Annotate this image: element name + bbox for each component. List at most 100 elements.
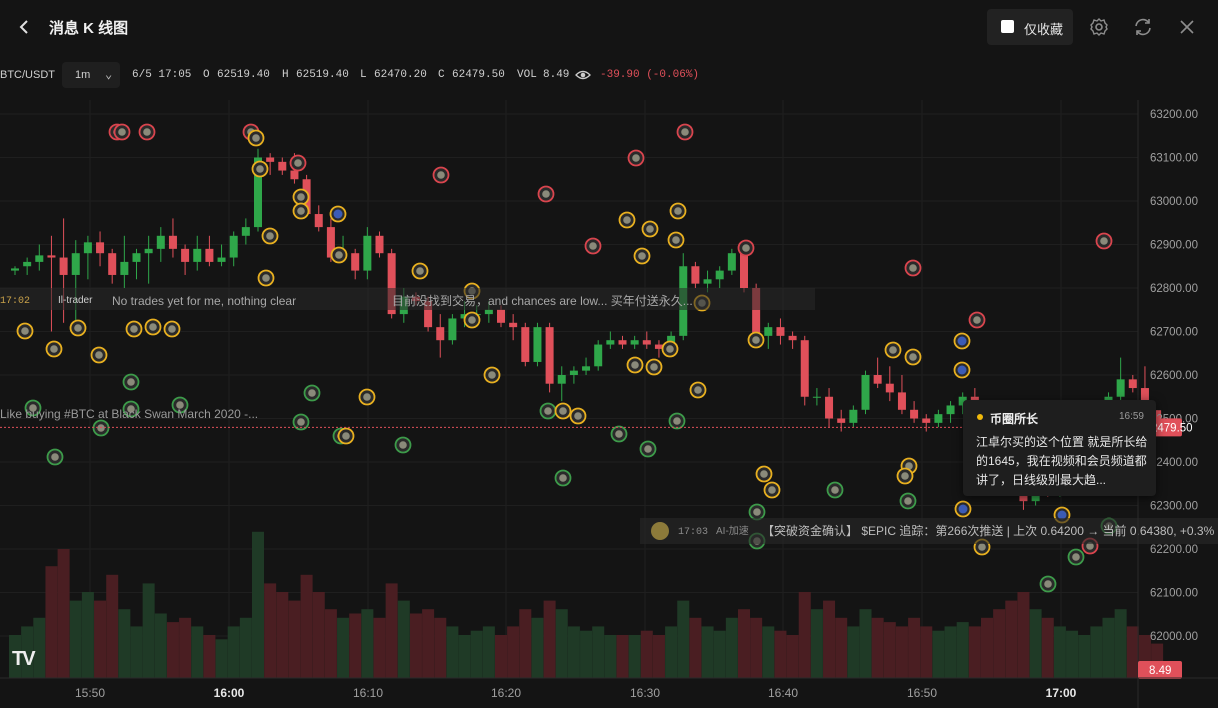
timeframe-select[interactable]: 1m ⌄ xyxy=(62,62,120,88)
candle-body xyxy=(266,157,275,162)
avatar-inner xyxy=(342,432,350,440)
volume-label: VOL xyxy=(517,69,537,81)
volume-bar xyxy=(264,583,277,678)
volume-bar xyxy=(774,630,787,678)
candle-body xyxy=(23,261,32,267)
avatar-inner xyxy=(957,365,967,375)
candle-body xyxy=(278,161,287,171)
volume-bar xyxy=(835,617,848,678)
volume-bar xyxy=(1114,609,1127,678)
candle-body xyxy=(120,261,129,275)
volume-bar xyxy=(592,626,605,678)
volume-badge xyxy=(1138,661,1182,679)
volume-bar xyxy=(300,574,313,678)
close-icon[interactable] xyxy=(1176,16,1198,38)
volume-bar xyxy=(689,617,702,678)
volume-bar xyxy=(203,635,216,678)
candle-body xyxy=(654,344,663,349)
volume-bar xyxy=(762,626,775,678)
news-tooltip[interactable]: 币圈所长 16:59 江卓尔买的这个位置 就是所长给的1645，我在视频和会员频… xyxy=(963,400,1156,496)
back-icon[interactable] xyxy=(14,16,36,38)
candle-body xyxy=(934,414,943,423)
avatar-inner xyxy=(909,264,917,272)
candle-body xyxy=(703,279,712,284)
candle-body xyxy=(557,375,566,384)
avatar-inner xyxy=(1044,580,1052,588)
volume-bar xyxy=(470,630,483,678)
author-dot xyxy=(977,414,983,420)
candle-body xyxy=(958,396,967,406)
low-value: 62470.20 xyxy=(374,69,427,81)
candle-body xyxy=(59,257,68,275)
avatar-inner xyxy=(631,361,639,369)
avatar-inner xyxy=(74,324,82,332)
candle-body xyxy=(96,242,105,254)
price-tick-label: 62300.00 xyxy=(1150,501,1198,513)
volume-bar xyxy=(823,600,836,678)
candle-body xyxy=(217,257,226,262)
candle-body xyxy=(946,405,955,415)
favorites-only-toggle[interactable]: 仅收藏 xyxy=(987,9,1073,45)
eye-icon[interactable] xyxy=(575,68,591,86)
news-strip-time: 17:02 xyxy=(0,296,30,307)
volume-bar xyxy=(750,617,763,678)
volume-bar xyxy=(908,617,921,678)
avatar-inner xyxy=(644,445,652,453)
refresh-icon[interactable] xyxy=(1132,16,1154,38)
volume-bar xyxy=(738,609,750,678)
avatar-inner xyxy=(168,325,176,333)
page-title: 消息 K 线图 xyxy=(49,20,129,37)
price-tick-label: 62000.00 xyxy=(1150,631,1198,643)
news-strip-author: AI-加速 xyxy=(716,525,749,537)
volume-value: 8.49 xyxy=(543,69,570,81)
symbol-label[interactable]: BTC/USDT xyxy=(0,69,55,81)
candle-body xyxy=(800,340,809,397)
avatar-inner xyxy=(559,407,567,415)
gear-icon[interactable] xyxy=(1088,16,1110,38)
volume-bar xyxy=(434,617,447,678)
avatar-inner xyxy=(335,251,343,259)
avatar-inner xyxy=(1072,553,1080,561)
volume-bar xyxy=(920,626,933,678)
candle-body xyxy=(193,248,202,262)
avatar-inner xyxy=(973,316,981,324)
checkbox[interactable] xyxy=(1001,20,1014,33)
header-bar: 消息 K 线图 仅收藏 xyxy=(0,0,1218,56)
avatar-inner xyxy=(143,128,151,136)
candle-body xyxy=(825,396,834,419)
candle-body xyxy=(545,327,554,384)
avatar-inner xyxy=(363,393,371,401)
volume-bar xyxy=(944,626,957,678)
volume-bar xyxy=(701,626,714,678)
candle-body xyxy=(168,235,177,249)
candle-body xyxy=(715,270,724,280)
volume-bar xyxy=(349,613,362,678)
news-strip-text: 【突破资金确认】 $EPIC 追踪：第266次推送 | 上次 0.64200 →… xyxy=(762,523,1215,538)
candle-body xyxy=(764,327,773,336)
volume-bar xyxy=(628,635,641,678)
news-strip-author: Il-trader xyxy=(58,295,93,306)
volume-bar xyxy=(337,617,350,678)
volume-bar xyxy=(956,622,969,678)
volume-bar xyxy=(810,609,823,678)
avatar-inner xyxy=(544,407,552,415)
candlestick-chart[interactable]: 17:02 Il-trader No trades yet for me, noth… xyxy=(0,100,1218,708)
avatar-inner xyxy=(958,504,968,514)
volume-bar xyxy=(9,635,21,678)
avatar-inner xyxy=(437,171,445,179)
candle-body xyxy=(740,253,748,288)
volume-bar xyxy=(567,626,580,678)
avatar-inner xyxy=(623,216,631,224)
candle-body xyxy=(424,301,433,328)
open-label: O xyxy=(203,69,210,81)
avatar-inner xyxy=(889,346,897,354)
avatar-inner xyxy=(1086,542,1094,550)
volume-bar xyxy=(859,609,872,678)
volume-bar xyxy=(312,592,325,678)
news-strip-bg xyxy=(640,518,1218,544)
time-tick-label: 16:20 xyxy=(491,686,521,700)
candle-body xyxy=(873,375,882,384)
candle-body xyxy=(351,253,360,271)
news-strip-text: Like buying #BTC at Black Swan March 202… xyxy=(0,407,258,421)
avatar-inner xyxy=(831,486,839,494)
